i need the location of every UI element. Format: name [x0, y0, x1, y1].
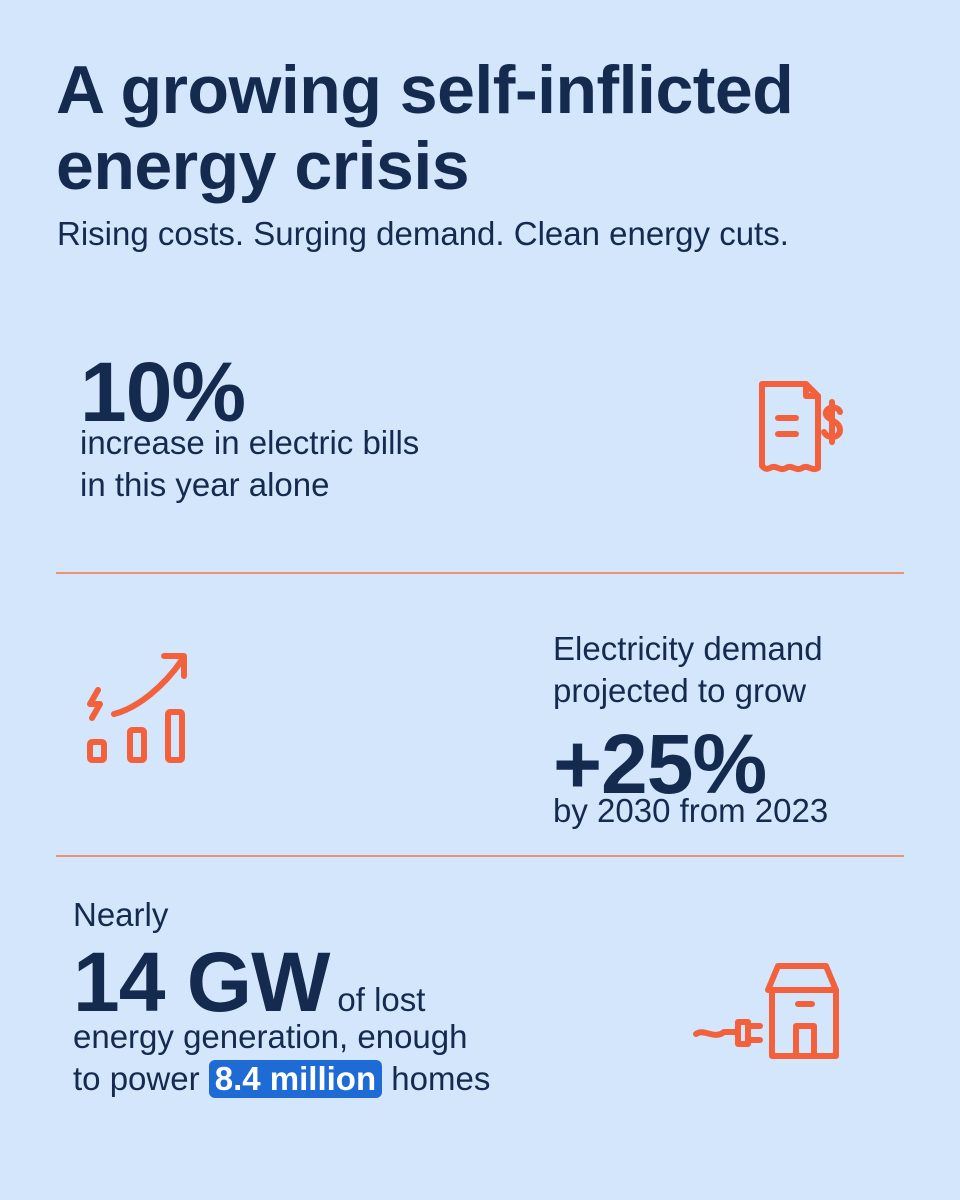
demand-pre-text: Electricity demand projected to grow — [553, 628, 913, 712]
generation-stat-value: 14 GW — [73, 935, 330, 1029]
divider-1 — [56, 572, 904, 574]
generation-line3: to power 8.4 million homes — [73, 1058, 490, 1100]
bills-stat-description: increase in electric bills in this year … — [80, 422, 540, 506]
generation-line3-suffix: homes — [391, 1060, 491, 1097]
demand-stat-value: +25% — [553, 717, 767, 811]
bills-stat-value: 10% — [80, 345, 246, 439]
generation-line3-prefix: to power — [73, 1060, 200, 1097]
page-title: A growing self-inflicted energy crisis — [56, 52, 794, 204]
page-subtitle: Rising costs. Surging demand. Clean ener… — [57, 215, 789, 252]
demand-pre-line1: Electricity demand — [553, 630, 823, 667]
generation-inline-text: of lost — [337, 981, 426, 1018]
divider-2 — [56, 855, 904, 857]
demand-pre-line2: projected to grow — [553, 672, 807, 709]
receipt-dollar-icon — [759, 381, 843, 473]
plug-house-icon — [693, 963, 839, 1059]
generation-line1: 14 GW of lost — [73, 940, 425, 1024]
demand-post-text: by 2030 from 2023 — [553, 792, 829, 829]
rising-bar-chart-icon — [87, 653, 187, 763]
bills-desc-line2: in this year alone — [80, 466, 330, 503]
bills-desc-line1: increase in electric bills — [80, 424, 420, 461]
generation-line2: energy generation, enough — [73, 1018, 468, 1055]
generation-pre-text: Nearly — [73, 896, 169, 933]
homes-count-highlight: 8.4 million — [208, 1060, 383, 1098]
